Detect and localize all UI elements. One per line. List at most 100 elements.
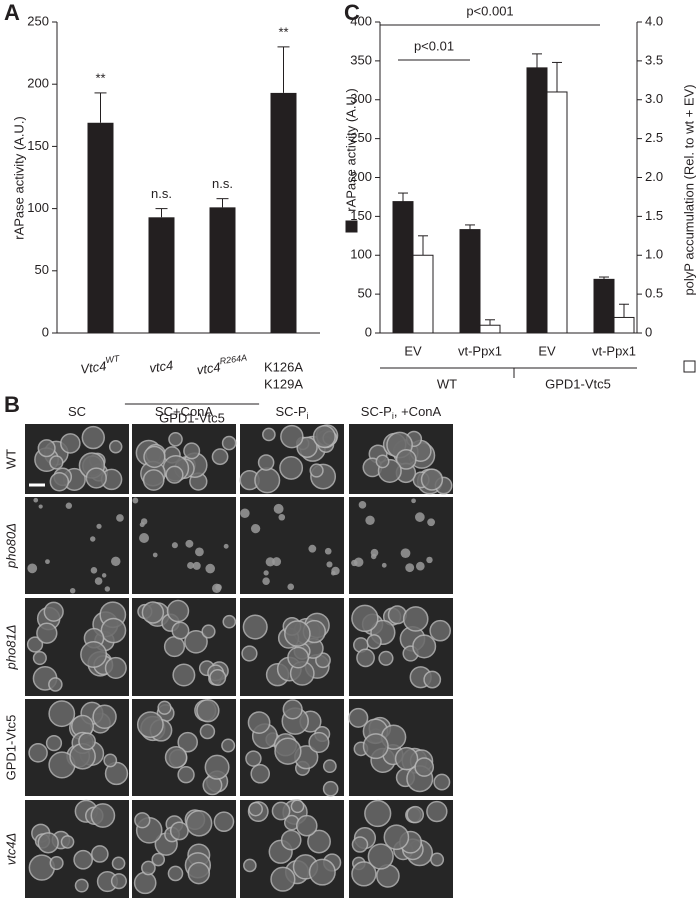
bar [613,316,635,334]
cell [33,497,39,503]
cell [185,809,213,837]
micrograph-bg [25,497,129,594]
cell [187,861,211,885]
label-text: Vtc4 [79,359,107,377]
cell [414,757,435,777]
cell [262,577,270,585]
cell [187,561,195,569]
annotation: ** [278,24,288,39]
cell [27,563,38,574]
header-sub: i [392,411,394,421]
y-tick-label: 250 [27,13,49,28]
bar [87,122,114,333]
cell [81,425,105,450]
micrograph [349,598,453,696]
cell [152,552,158,558]
y2-tick-label: 1.0 [645,247,663,262]
panel-letter: B [4,392,20,417]
cell [136,711,164,739]
cell [287,583,295,591]
annotation: ** [95,70,105,85]
row-label: pho80Δ [3,523,18,569]
cell [171,542,178,549]
cell [415,512,425,522]
cell [322,780,339,797]
cell [241,645,258,662]
column-header: SC [68,404,86,419]
cell [28,854,55,881]
cell [415,561,425,571]
y2-tick-label: 4.0 [645,13,663,28]
cell [184,629,208,654]
cell [271,801,291,821]
cell [199,723,216,740]
group-label: WT [437,376,457,391]
y-tick-label: 100 [350,247,372,262]
micrograph [25,699,129,796]
annotation: n.s. [151,186,172,201]
bar [209,207,236,333]
cell [270,866,296,892]
cell [312,425,336,449]
row-label: GPD1-Vtc5 [3,715,18,781]
micrograph [25,424,129,494]
y2-tick-label: 2.0 [645,169,663,184]
cell [132,497,139,504]
row-label: WT [3,449,18,469]
micrograph [349,799,453,898]
micrograph [349,497,453,594]
y-tick-label: 200 [350,169,372,184]
micrograph-bg [240,497,344,594]
y-tick-label: 150 [27,138,49,153]
error-bar [216,198,229,208]
cell [406,805,425,824]
cell [326,561,333,568]
cell [37,439,56,458]
x-tick-label: vtc4 [149,358,175,376]
cell [420,468,444,491]
cell [223,543,229,549]
cell [240,508,250,519]
micrograph [25,497,129,594]
cell [134,812,151,829]
cell [111,856,126,871]
cell [296,436,318,459]
bar [148,217,175,333]
cell [167,865,184,882]
cell [278,513,286,521]
y-tick-label: 300 [350,91,372,106]
cell [366,634,382,650]
cell [212,583,222,593]
cell [284,620,311,647]
cell [262,427,276,442]
cell [65,502,73,509]
cell [140,518,148,525]
x-tick-label: K129A [264,376,303,391]
y-tick-label: 200 [27,76,49,91]
cell [324,547,332,555]
cell [104,586,111,592]
micrograph [25,598,129,696]
micrograph [240,799,344,898]
cell [211,448,229,466]
cell [272,557,282,567]
cell [364,799,392,828]
cell [213,811,235,832]
cell [245,750,262,767]
error-bar [277,46,290,93]
cell [308,731,330,753]
cell [375,454,390,469]
cell [265,557,275,567]
cell [362,733,389,760]
cell [243,858,257,873]
cell [166,599,190,623]
cell [221,435,237,451]
legend-swatch [683,360,696,373]
bar [526,67,548,334]
cell [94,577,103,585]
error-bar [94,92,107,123]
y2-axis-label: polyP accumulation (Rel. to wt + EV) [681,84,696,295]
label-sup: R264A [219,353,248,367]
cell [168,431,183,447]
y-tick-label: 150 [350,208,372,223]
